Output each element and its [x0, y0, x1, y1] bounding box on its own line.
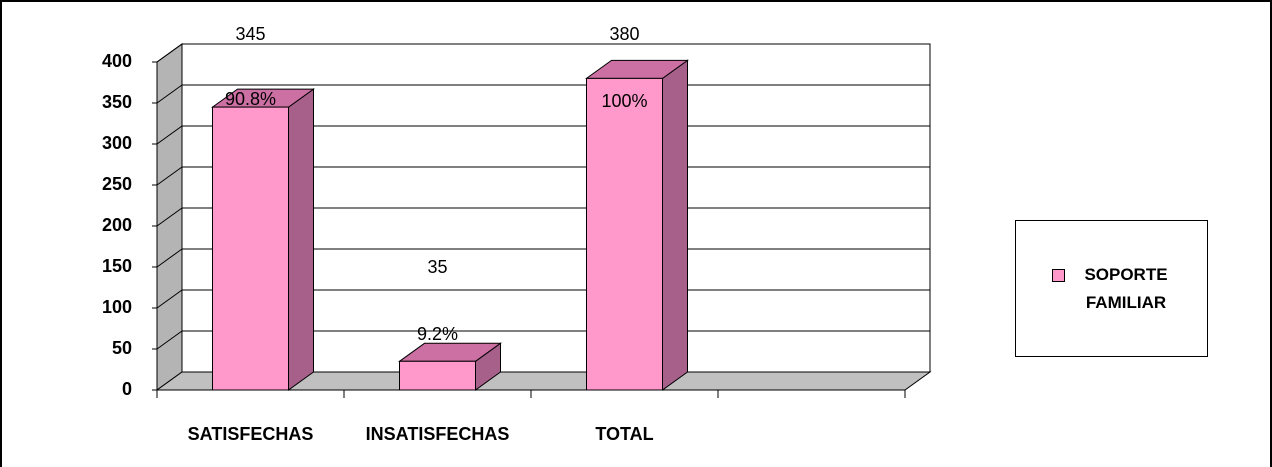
y-tick-label: 400 — [102, 51, 132, 71]
y-tick-label: 250 — [102, 174, 132, 194]
y-tick-label: 200 — [102, 215, 132, 235]
x-tick-label: INSATISFECHAS — [366, 424, 510, 444]
grid-line — [156, 166, 183, 186]
bar-side — [288, 88, 314, 391]
y-tick-label: 0 — [122, 379, 132, 399]
value-label: 380 — [609, 24, 639, 44]
grid-line — [156, 248, 183, 268]
legend-label: SOPORTE FAMILIAR — [1084, 265, 1168, 312]
y-tick-label: 300 — [102, 133, 132, 153]
grid-line — [156, 330, 183, 350]
value-label: 345 — [235, 24, 265, 44]
bar — [399, 360, 476, 391]
x-tick-label: SATISFECHAS — [188, 424, 314, 444]
legend-swatch — [1052, 269, 1065, 282]
y-tick-label: 350 — [102, 92, 132, 112]
x-tick-label: TOTAL — [595, 424, 653, 444]
y-tick-label: 100 — [102, 297, 132, 317]
percent-label: 100% — [601, 91, 647, 111]
grid-line — [156, 207, 183, 227]
percent-label: 9.2% — [417, 324, 458, 344]
legend: SOPORTE FAMILIAR — [1015, 220, 1208, 357]
bar-side — [662, 59, 688, 391]
grid-line — [156, 84, 183, 104]
y-tick-label: 50 — [112, 338, 132, 358]
value-label: 35 — [427, 257, 447, 277]
bar — [212, 106, 289, 391]
grid-line — [156, 125, 183, 145]
bar — [586, 77, 663, 391]
percent-label: 90.8% — [225, 89, 276, 109]
y-tick-label: 150 — [102, 256, 132, 276]
grid-line — [156, 43, 183, 63]
grid-line — [156, 289, 183, 309]
